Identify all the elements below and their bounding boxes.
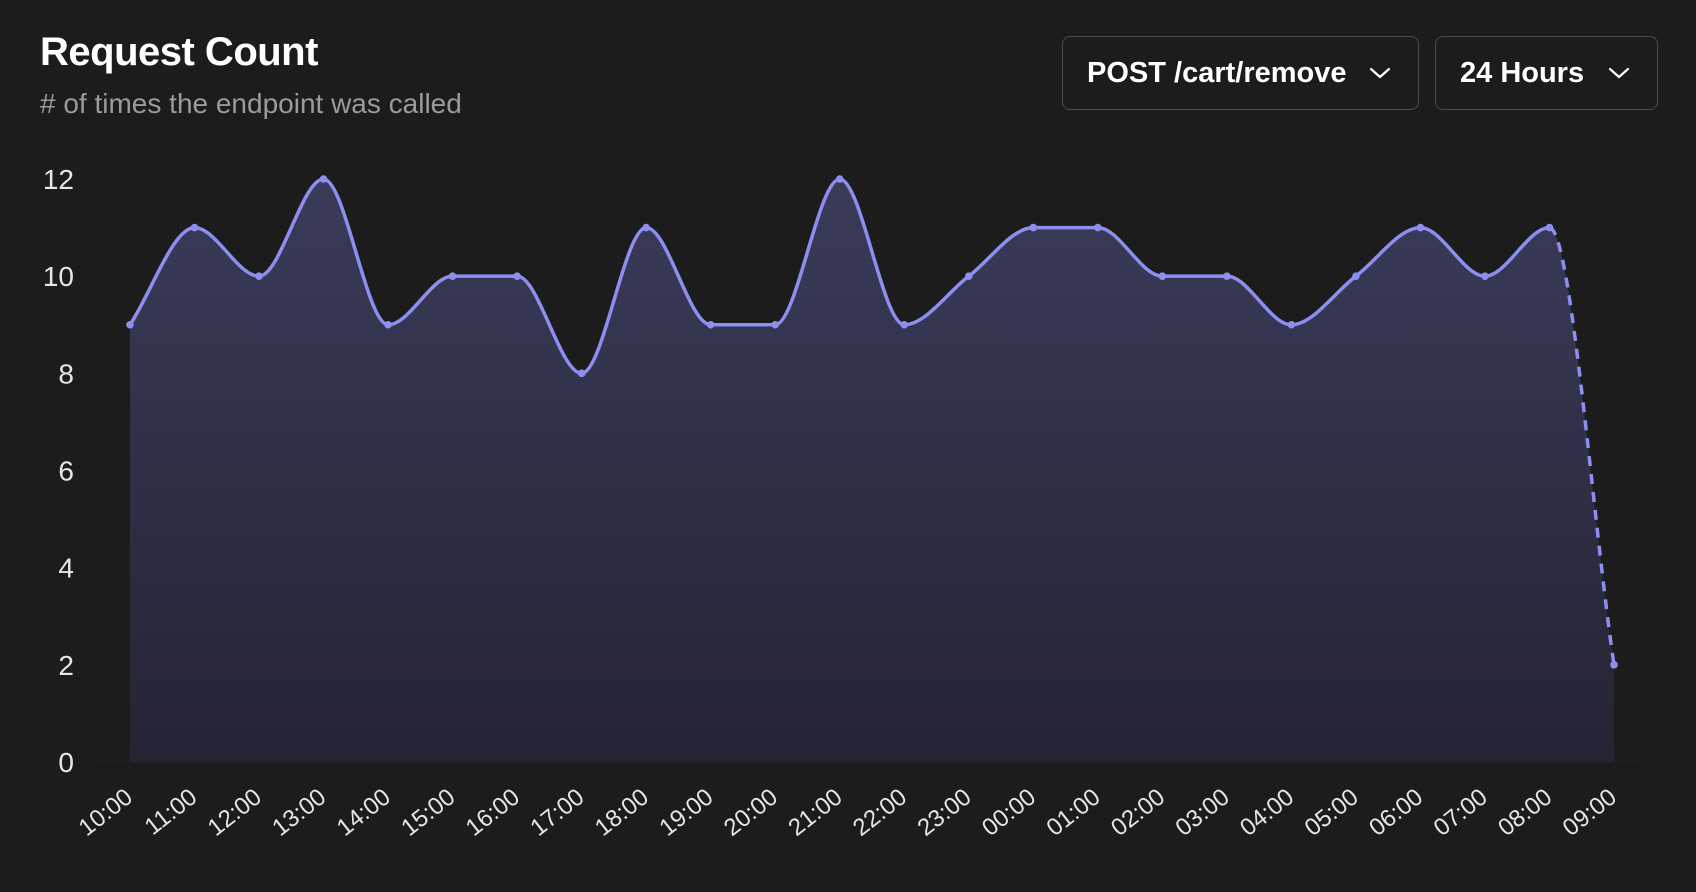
data-point[interactable] xyxy=(448,272,457,280)
x-tick-label: 08:00 xyxy=(1493,783,1557,841)
data-point[interactable] xyxy=(255,272,263,280)
x-tick-label: 23:00 xyxy=(913,783,977,841)
data-point[interactable] xyxy=(190,223,199,232)
x-tick-label: 00:00 xyxy=(977,783,1041,841)
data-point[interactable] xyxy=(771,320,780,329)
data-point[interactable] xyxy=(319,175,328,183)
chart-subtitle: # of times the endpoint was called xyxy=(40,88,462,119)
x-tick-label: 03:00 xyxy=(1171,783,1235,841)
y-tick-label: 6 xyxy=(58,456,74,487)
data-point[interactable] xyxy=(126,320,134,329)
x-tick-label: 06:00 xyxy=(1364,783,1428,841)
y-tick-label: 10 xyxy=(43,261,74,292)
x-tick-label: 11:00 xyxy=(140,783,203,840)
x-tick-label: 09:00 xyxy=(1558,783,1622,841)
y-tick-label: 0 xyxy=(58,747,74,778)
data-point[interactable] xyxy=(1158,272,1167,280)
data-point[interactable] xyxy=(900,320,909,329)
x-tick-label: 22:00 xyxy=(848,783,912,841)
data-point[interactable] xyxy=(1223,272,1231,280)
data-point[interactable] xyxy=(513,272,521,280)
data-point[interactable] xyxy=(1545,223,1554,232)
data-point[interactable] xyxy=(1029,223,1038,232)
y-tick-label: 4 xyxy=(58,553,74,584)
x-tick-label: 04:00 xyxy=(1235,783,1299,841)
x-tick-label: 19:00 xyxy=(654,783,718,841)
x-tick-label: 20:00 xyxy=(719,783,783,841)
time-range-select[interactable]: 24 Hours xyxy=(1435,36,1658,110)
x-tick-label: 14:00 xyxy=(332,783,396,841)
x-tick-label: 21:00 xyxy=(783,783,847,841)
chevron-down-icon xyxy=(1605,59,1633,87)
series-line-projected xyxy=(1548,225,1616,666)
data-point[interactable] xyxy=(706,320,715,329)
x-tick-label: 16:00 xyxy=(461,783,525,841)
data-point[interactable] xyxy=(577,369,586,378)
plot-area xyxy=(96,175,1645,763)
data-point[interactable] xyxy=(1094,223,1102,232)
x-tick-label: 18:00 xyxy=(590,783,654,841)
x-tick-label: 15:00 xyxy=(396,783,460,841)
chevron-down-icon xyxy=(1366,59,1394,87)
endpoint-select-value: POST /cart/remove xyxy=(1087,56,1347,89)
time-range-select-value: 24 Hours xyxy=(1460,56,1585,89)
y-axis: 0 2 4 6 8 10 12 xyxy=(43,164,74,778)
x-tick-label: 07:00 xyxy=(1429,783,1493,841)
x-tick-label: 12:00 xyxy=(203,783,267,841)
data-point[interactable] xyxy=(835,175,844,183)
y-tick-label: 2 xyxy=(58,650,74,681)
x-tick-label: 13:00 xyxy=(267,783,331,841)
x-tick-label: 05:00 xyxy=(1300,783,1364,841)
data-point[interactable] xyxy=(1352,272,1360,280)
data-point[interactable] xyxy=(964,272,973,280)
series-area xyxy=(130,179,1614,762)
data-point[interactable] xyxy=(1287,320,1296,329)
x-axis: 10:00 11:00 12:00 13:00 14:00 15:00 16:00 17:00… xyxy=(74,783,1622,841)
x-tick-label: 01:00 xyxy=(1042,783,1106,841)
data-point[interactable] xyxy=(384,320,392,329)
data-point[interactable] xyxy=(1416,223,1425,232)
y-tick-label: 12 xyxy=(43,164,74,195)
x-tick-label: 02:00 xyxy=(1106,783,1170,841)
y-tick-label: 8 xyxy=(58,358,74,389)
x-tick-label: 10:00 xyxy=(74,783,138,841)
chart-title: Request Count xyxy=(40,30,318,74)
data-point[interactable] xyxy=(642,223,650,232)
data-point[interactable] xyxy=(1610,661,1618,669)
endpoint-select[interactable]: POST /cart/remove xyxy=(1062,36,1419,110)
data-point[interactable] xyxy=(1481,272,1489,280)
x-tick-label: 17:00 xyxy=(525,783,589,841)
